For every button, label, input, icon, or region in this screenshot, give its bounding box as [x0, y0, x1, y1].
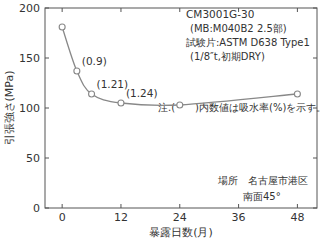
- point-label: (1.21): [97, 78, 129, 90]
- plot-area: [59, 24, 300, 108]
- x-tick-top: [120, 8, 121, 12]
- x-tick-label: 12: [114, 211, 128, 224]
- y-tick-label: 200: [19, 2, 40, 15]
- point: [59, 24, 65, 30]
- x-tick: [120, 204, 121, 208]
- series-line: [62, 27, 297, 106]
- point-label: (1.24): [126, 87, 158, 99]
- point: [294, 91, 300, 97]
- x-tick-top: [179, 8, 180, 12]
- location: 南面45°: [243, 191, 281, 202]
- y-tick: [45, 108, 49, 109]
- y-tick-label: 150: [19, 52, 40, 65]
- y-tick-right: [313, 8, 317, 9]
- x-tick: [238, 204, 239, 208]
- point: [74, 68, 80, 74]
- y-tick: [45, 208, 49, 209]
- x-tick-top: [297, 8, 298, 12]
- y-tick-right: [313, 58, 317, 59]
- point-label: (0.9): [82, 55, 107, 67]
- x-tick: [179, 204, 180, 208]
- x-tick: [297, 204, 298, 208]
- chart: 0 50 100 150 200 0 12 24 36 48 暴露日数(月) 引張強さ(MPa) CM3…: [0, 0, 327, 242]
- y-tick-right: [313, 208, 317, 209]
- y-tick: [45, 58, 49, 59]
- y-axis-label: 引張強さ(MPa): [3, 71, 16, 146]
- y-tick: [45, 8, 49, 9]
- y-tick: [45, 158, 49, 159]
- x-tick-label: 36: [232, 211, 246, 224]
- x-tick: [62, 204, 63, 208]
- note: 注.( )内数値は吸水率(%)を示す。: [158, 102, 326, 113]
- x-tick-label: 0: [59, 211, 66, 224]
- location: 場所 名古屋市港区: [217, 175, 308, 186]
- point: [177, 102, 183, 108]
- point: [89, 91, 95, 97]
- x-tick-label: 48: [290, 211, 304, 224]
- subtitle: (MB:M040B2 2.5部): [190, 23, 287, 34]
- y-tick-label: 50: [26, 152, 40, 165]
- y-tick-label: 100: [19, 102, 40, 115]
- y-tick-right: [313, 158, 317, 159]
- x-axis-label: 暴露日数(月): [149, 226, 213, 239]
- point: [118, 100, 124, 106]
- x-tick-label: 24: [173, 211, 187, 224]
- title: CM3001G-30: [186, 8, 254, 20]
- subtitle: (1/8″t,初期DRY): [190, 51, 265, 62]
- x-tick-top: [62, 8, 63, 12]
- y-tick-label: 0: [33, 202, 40, 215]
- subtitle: 試験片:ASTM D638 Type1: [186, 37, 310, 48]
